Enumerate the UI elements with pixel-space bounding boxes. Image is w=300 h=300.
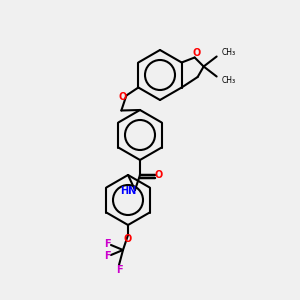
Text: O: O xyxy=(118,92,127,101)
Text: O: O xyxy=(155,170,163,180)
Text: CH₃: CH₃ xyxy=(222,48,236,57)
Text: F: F xyxy=(104,239,110,249)
Text: O: O xyxy=(124,234,132,244)
Text: O: O xyxy=(193,49,201,58)
Text: HN: HN xyxy=(120,186,136,196)
Text: CH₃: CH₃ xyxy=(222,76,236,85)
Text: F: F xyxy=(104,251,110,261)
Text: F: F xyxy=(116,265,122,275)
